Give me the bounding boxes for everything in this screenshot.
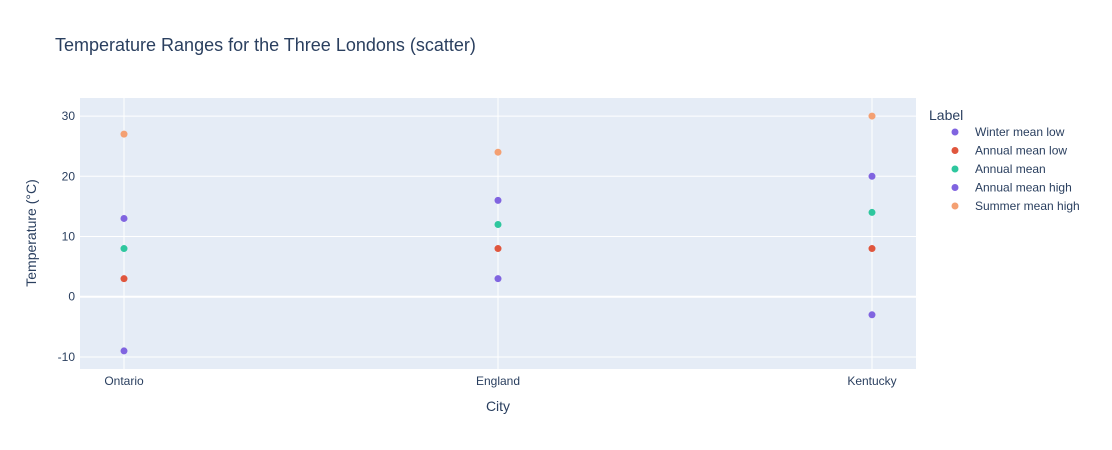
x-axis-ticks: Ontario England Kentucky <box>104 374 896 388</box>
y-axis-title: Temperature (°C) <box>23 179 39 287</box>
y-tick-label: 0 <box>68 290 75 304</box>
legend-item-label: Annual mean <box>975 162 1046 176</box>
legend: Label Winter mean low Annual mean low Annu… <box>929 107 1080 213</box>
data-point <box>868 208 876 216</box>
data-point <box>120 130 128 138</box>
data-point <box>494 245 502 253</box>
data-point <box>494 275 502 283</box>
legend-marker <box>951 128 959 136</box>
legend-marker <box>951 147 959 154</box>
legend-marker <box>951 202 959 210</box>
legend-marker <box>951 184 959 191</box>
legend-item-label: Summer mean high <box>975 199 1080 213</box>
data-points <box>120 112 876 355</box>
legend-item-label: Winter mean low <box>975 125 1065 139</box>
data-point <box>120 245 128 253</box>
data-point <box>120 275 128 283</box>
data-point <box>494 196 502 204</box>
data-point <box>494 220 502 228</box>
data-point <box>868 245 876 253</box>
data-point <box>868 311 876 319</box>
x-axis-title: City <box>486 398 510 414</box>
x-tick-label: Ontario <box>104 374 144 388</box>
y-tick-label: 20 <box>62 169 76 183</box>
x-tick-label: Kentucky <box>847 374 896 388</box>
y-tick-label: 10 <box>62 230 76 244</box>
data-point <box>868 172 876 180</box>
y-tick-label: 30 <box>62 109 76 123</box>
legend-item-label: Annual mean high <box>975 181 1072 195</box>
data-point <box>120 214 128 222</box>
legend-item-label: Annual mean low <box>975 144 1067 158</box>
legend-marker <box>951 165 959 173</box>
data-point <box>868 112 876 120</box>
grid <box>80 98 916 369</box>
chart-title: Temperature Ranges for the Three Londons… <box>55 35 476 55</box>
y-axis-ticks: -10 0 10 20 30 <box>58 109 76 364</box>
data-point <box>494 148 502 156</box>
data-point <box>120 347 128 355</box>
y-tick-label: -10 <box>58 350 76 364</box>
x-tick-label: England <box>476 374 520 388</box>
legend-title: Label <box>929 107 963 123</box>
